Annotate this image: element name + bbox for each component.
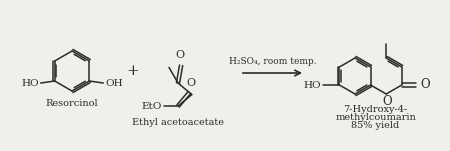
Text: Ethyl acetoacetate: Ethyl acetoacetate [132,118,224,127]
Text: O: O [186,78,195,88]
Text: HO: HO [304,80,321,90]
Text: OH: OH [105,79,123,87]
Text: O: O [176,50,184,60]
Text: methylcoumarin: methylcoumarin [335,114,416,122]
Text: HO: HO [21,79,39,87]
Text: H₂SO₄, room temp.: H₂SO₄, room temp. [229,58,316,66]
Text: O: O [382,95,392,108]
Text: EtO: EtO [142,102,162,111]
Text: 85% yield: 85% yield [351,122,400,130]
Text: O: O [421,79,430,92]
Text: Resorcinol: Resorcinol [46,98,98,108]
Text: +: + [126,64,140,78]
Text: 7-Hydroxy-4-: 7-Hydroxy-4- [343,106,408,114]
